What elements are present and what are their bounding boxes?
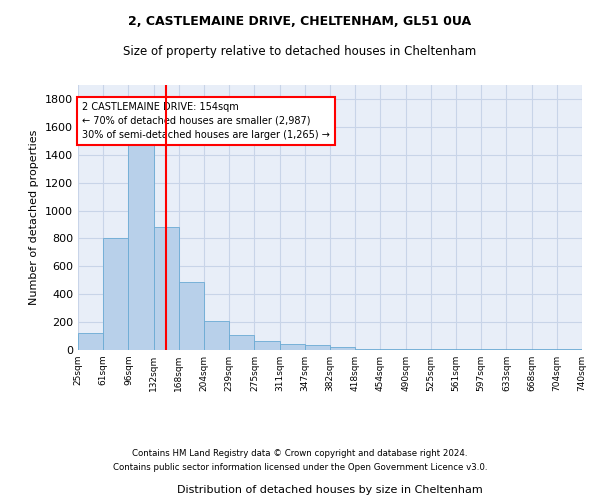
- Bar: [355, 348, 380, 350]
- Text: Contains HM Land Registry data © Crown copyright and database right 2024.: Contains HM Land Registry data © Crown c…: [132, 448, 468, 458]
- Text: 2, CASTLEMAINE DRIVE, CHELTENHAM, GL51 0UA: 2, CASTLEMAINE DRIVE, CHELTENHAM, GL51 0…: [128, 15, 472, 28]
- Text: 2 CASTLEMAINE DRIVE: 154sqm
← 70% of detached houses are smaller (2,987)
30% of : 2 CASTLEMAINE DRIVE: 154sqm ← 70% of det…: [82, 102, 329, 140]
- Bar: [103, 238, 128, 350]
- Text: Distribution of detached houses by size in Cheltenham: Distribution of detached houses by size …: [177, 485, 483, 495]
- Bar: [280, 344, 305, 350]
- Bar: [204, 322, 229, 350]
- Bar: [128, 142, 154, 350]
- Bar: [229, 336, 254, 350]
- Bar: [330, 346, 355, 350]
- Bar: [179, 282, 204, 350]
- Text: Contains public sector information licensed under the Open Government Licence v3: Contains public sector information licen…: [113, 464, 487, 472]
- Bar: [154, 228, 179, 350]
- Bar: [254, 341, 280, 350]
- Bar: [305, 345, 330, 350]
- Y-axis label: Number of detached properties: Number of detached properties: [29, 130, 40, 305]
- Text: Size of property relative to detached houses in Cheltenham: Size of property relative to detached ho…: [124, 45, 476, 58]
- Bar: [78, 332, 103, 350]
